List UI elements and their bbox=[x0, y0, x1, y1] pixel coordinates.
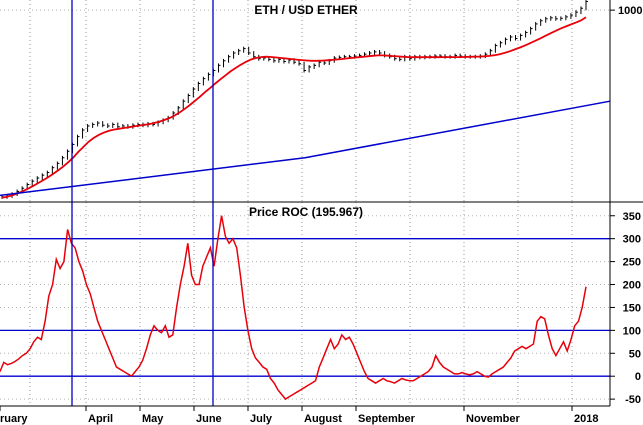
moving-average-line bbox=[1, 16, 587, 199]
x-tick-label: 2018 bbox=[574, 413, 598, 425]
roc-line bbox=[0, 215, 587, 401]
upper-y-axis: 1000 bbox=[610, 5, 642, 17]
x-tick-label: May bbox=[142, 413, 164, 425]
upper-tick-label: 1000 bbox=[618, 5, 642, 17]
panel-frame bbox=[0, 0, 643, 407]
lower-tick-label: 350 bbox=[623, 211, 641, 223]
x-tick-label: September bbox=[358, 413, 416, 425]
x-axis: ruary April May June July August September Nove… bbox=[0, 406, 598, 425]
lower-tick-label: 150 bbox=[623, 302, 641, 314]
lower-series bbox=[0, 215, 587, 401]
upper-series bbox=[0, 0, 611, 199]
lower-panel: Price ROC (195.967) -50 0 50 100 150 200 250 30… bbox=[0, 202, 641, 406]
x-tick-label: ruary bbox=[0, 413, 28, 425]
upper-panel: ETH / USD ETHER 1000 bbox=[0, 0, 642, 202]
x-tick-label: April bbox=[88, 413, 113, 425]
lower-panel-title: Price ROC (195.967) bbox=[249, 205, 363, 219]
trend-line bbox=[0, 100, 611, 197]
lower-tick-label: 300 bbox=[623, 234, 641, 246]
lower-tick-label: 100 bbox=[623, 325, 641, 337]
upper-grid bbox=[0, 0, 610, 202]
lower-tick-label: 200 bbox=[623, 280, 641, 292]
x-tick-label: June bbox=[196, 413, 222, 425]
lower-tick-label: 0 bbox=[635, 371, 641, 383]
lower-y-axis: -50 0 50 100 150 200 250 300 350 bbox=[610, 211, 641, 406]
upper-panel-title: ETH / USD ETHER bbox=[254, 3, 358, 17]
lower-tick-label: -50 bbox=[625, 394, 641, 406]
lower-grid bbox=[0, 202, 610, 406]
lower-tick-label: 50 bbox=[629, 348, 641, 360]
vertical-markers bbox=[71, 0, 214, 406]
x-tick-label: August bbox=[304, 413, 342, 425]
x-tick-label: July bbox=[250, 413, 273, 425]
x-tick-label: November bbox=[466, 413, 521, 425]
lower-tick-label: 250 bbox=[623, 257, 641, 269]
